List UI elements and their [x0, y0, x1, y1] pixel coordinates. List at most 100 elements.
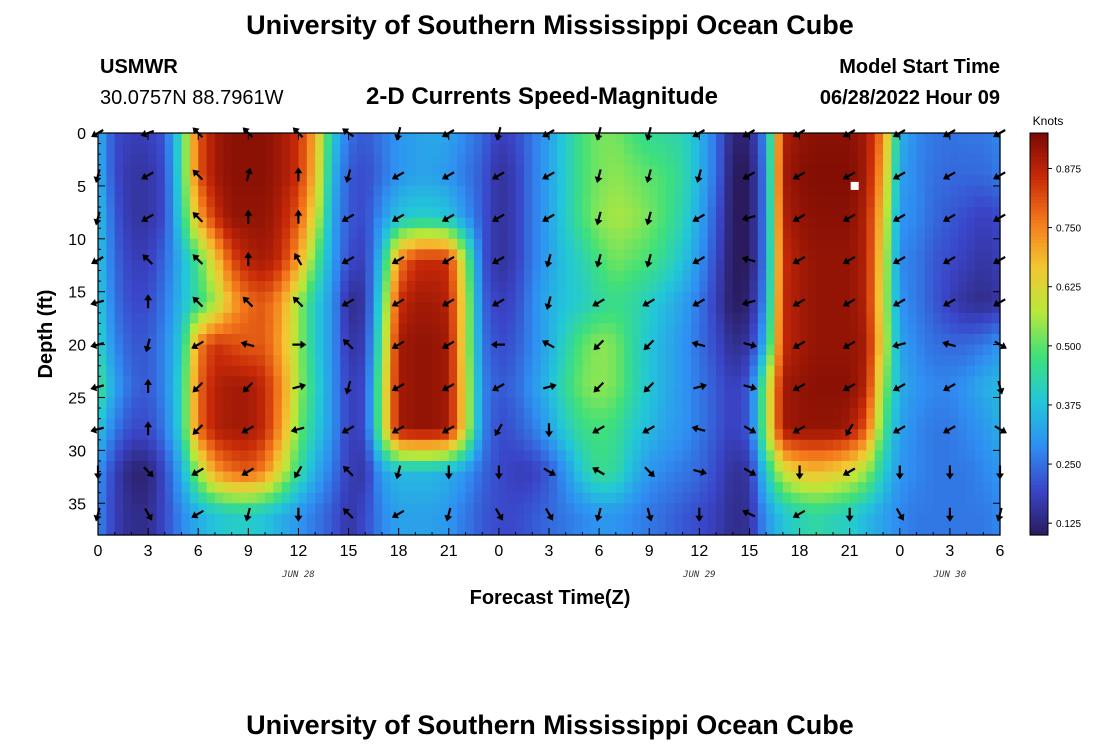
heatmap-cell — [574, 249, 584, 261]
heatmap-cell — [448, 185, 458, 198]
heatmap-cell — [858, 450, 867, 462]
heatmap-cell — [858, 355, 867, 367]
heatmap-cell — [682, 429, 692, 441]
heatmap-cell — [323, 185, 333, 198]
heatmap-cell — [966, 397, 976, 409]
heatmap-cell — [799, 323, 809, 335]
heatmap-cell — [265, 397, 274, 409]
heatmap-cell — [791, 164, 801, 176]
heatmap-cell — [415, 302, 425, 314]
current-arrow — [341, 213, 355, 223]
heatmap-cell — [966, 302, 976, 314]
heatmap-cell — [356, 450, 366, 462]
heatmap-cell — [348, 429, 358, 441]
heatmap-cell — [916, 238, 926, 250]
heatmap-cell — [156, 355, 166, 367]
heatmap-cell — [515, 143, 525, 155]
heatmap-cell — [916, 503, 926, 515]
heatmap-cell — [824, 482, 834, 494]
heatmap-cell — [649, 217, 659, 229]
heatmap-cell — [340, 355, 350, 367]
heatmap-cell — [824, 228, 834, 240]
heatmap-cell — [457, 482, 467, 494]
heatmap-cell — [532, 228, 542, 240]
heatmap-cell — [523, 503, 533, 515]
current-arrow — [244, 209, 253, 224]
heatmap-cell — [340, 513, 350, 526]
heatmap-cell — [298, 270, 308, 282]
heatmap-cell — [164, 270, 174, 282]
heatmap-cell — [148, 429, 158, 441]
heatmap-cell — [223, 185, 233, 198]
heatmap-cell — [615, 397, 625, 409]
heatmap-cell — [615, 217, 625, 229]
heatmap-cell — [423, 175, 433, 187]
heatmap-cell — [306, 492, 316, 504]
heatmap-cell — [565, 323, 575, 335]
heatmap-cell — [949, 323, 959, 335]
heatmap-cell — [690, 492, 700, 504]
heatmap-cell — [381, 386, 391, 399]
heatmap-cell — [707, 196, 717, 208]
heatmap-cell — [540, 355, 550, 367]
heatmap-cell — [707, 524, 717, 536]
heatmap-cell — [582, 344, 592, 356]
heatmap-cell — [532, 503, 542, 515]
y-tick-label: 30 — [68, 443, 86, 460]
heatmap-cell — [649, 196, 659, 208]
heatmap-cell — [432, 492, 442, 504]
heatmap-cell — [607, 133, 617, 145]
heatmap-cell — [507, 185, 517, 198]
heatmap-cell — [624, 207, 634, 219]
heatmap-cell — [924, 408, 934, 420]
heatmap-cell — [281, 259, 291, 272]
heatmap-cell — [123, 217, 133, 229]
heatmap-cell — [498, 471, 508, 483]
heatmap-cell — [933, 365, 943, 377]
heatmap-cell — [465, 323, 475, 335]
heatmap-cell — [448, 397, 458, 409]
heatmap-cell — [139, 185, 149, 198]
heatmap-cell — [298, 365, 308, 377]
heatmap-cell — [198, 513, 208, 526]
heatmap-cell — [239, 334, 249, 346]
current-arrow — [542, 171, 555, 180]
heatmap-cell — [365, 207, 375, 219]
heatmap-cell — [557, 429, 567, 441]
heatmap-cell — [365, 355, 375, 367]
heatmap-cell — [306, 164, 316, 176]
heatmap-cell — [832, 154, 842, 166]
heatmap-cell — [590, 492, 600, 504]
heatmap-cell — [156, 524, 166, 536]
heatmap-cell — [557, 133, 567, 145]
heatmap-cell — [98, 143, 107, 155]
heatmap-cell — [164, 323, 174, 335]
heatmap-cell — [198, 185, 208, 198]
heatmap-cell — [549, 259, 558, 272]
heatmap-cell — [866, 429, 876, 441]
colorbar-segment — [1030, 297, 1048, 302]
heatmap-cell — [924, 185, 934, 198]
heatmap-cell — [206, 207, 216, 219]
heatmap-cell — [482, 164, 492, 176]
heatmap-cell — [373, 238, 383, 250]
current-arrow — [743, 467, 757, 476]
heatmap-cell — [473, 482, 483, 494]
colorbar-segment — [1030, 424, 1048, 429]
current-arrows — [90, 126, 1007, 522]
heatmap-cell — [148, 185, 158, 198]
heatmap-cell — [432, 249, 442, 261]
heatmap-cell — [440, 196, 450, 208]
heatmap-cell — [649, 323, 659, 335]
heatmap-cell — [298, 503, 308, 515]
heatmap-cell — [824, 302, 834, 314]
heatmap-cell — [256, 249, 266, 261]
current-arrow — [545, 423, 553, 438]
heatmap-cell — [256, 259, 266, 272]
heatmap-cell — [657, 143, 667, 155]
heatmap-cell — [248, 281, 258, 293]
colorbar-segment — [1030, 256, 1048, 261]
heatmap-cell — [356, 344, 366, 356]
heatmap-cell — [799, 281, 809, 293]
heatmap-cell — [148, 270, 158, 282]
